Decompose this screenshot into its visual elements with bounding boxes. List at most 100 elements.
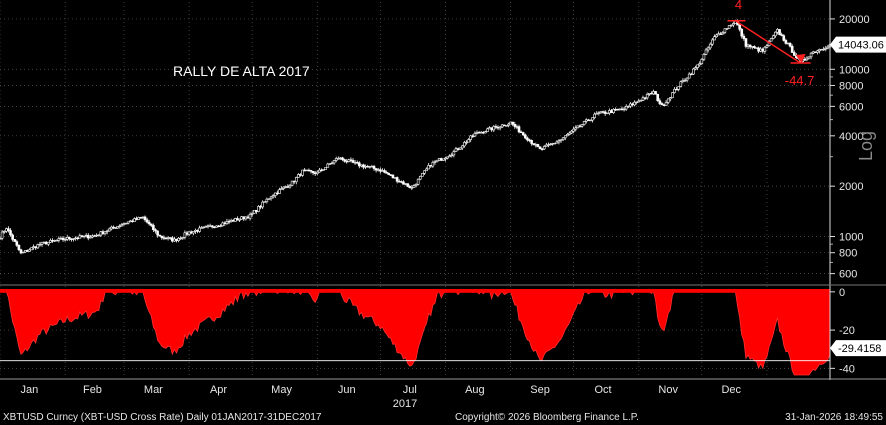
candle-body [110,226,113,230]
candle-body [345,160,349,163]
candle-body [168,237,172,239]
candle-body [263,201,267,203]
candle-body [769,38,773,42]
candle-body [358,162,361,167]
candle-body [210,225,214,228]
candle-body [322,169,325,171]
candle-body [265,198,269,202]
month-label: Jan [21,384,39,396]
candle-body [469,135,472,140]
candle-body [183,232,187,238]
candle-body [629,103,632,107]
candle-body [116,225,119,229]
candle-body [349,159,353,161]
candle-body [681,80,685,82]
candle-body [635,101,638,104]
candle-body [175,238,178,241]
candle-body [673,88,676,93]
candle-body [547,144,550,146]
candle-body [133,218,136,222]
candle-body [488,127,491,130]
candle-body [614,109,617,111]
candle-body [370,166,374,168]
candle-body [652,91,655,95]
candle-body [337,158,340,160]
candle-body [246,216,250,219]
candle-body [780,34,783,36]
candle-body [135,218,138,220]
candle-body [753,46,756,48]
candle-body [463,142,466,147]
candle-body [372,166,376,169]
candle-body [696,64,699,68]
candle-body [553,142,557,145]
candle-body [294,177,298,183]
candle-body [637,100,641,103]
candle-body [290,180,294,186]
candle-body [238,218,241,221]
candle-body [500,124,504,128]
candle-body [112,226,115,229]
candle-body [427,165,430,170]
candle-body [750,46,754,48]
candle-body [223,222,227,225]
candle-body [387,173,391,176]
candle-body [589,119,592,122]
candle-body [34,246,38,249]
candle-body [219,225,222,227]
candle-body [624,105,628,110]
candle-body [240,216,243,220]
candle-body [381,170,384,172]
candle-body [412,185,416,188]
candle-body [13,239,17,242]
candle-body [198,227,201,232]
footer-left: XBTUSD Curncy (XBT-USD Cross Rate) Daily… [3,412,322,423]
candle-body [313,172,317,174]
candle-body [330,162,334,165]
candle-body [605,112,609,115]
candle-body [524,134,527,139]
candle-body [17,244,21,251]
candle-body [509,121,512,125]
candle-body [757,47,760,52]
candle-body [257,206,260,212]
candle-body [368,166,372,168]
candle-body [559,139,563,141]
candle-body [187,231,191,235]
candle-body [301,169,304,176]
candle-body [570,130,573,134]
candle-body [347,159,351,162]
log-scale-label: Log [856,131,876,161]
candle-body [460,145,464,149]
candle-body [687,73,691,79]
candle-body [332,160,336,164]
candle-body [435,159,439,163]
candle-body [713,36,716,41]
candle-body [580,124,584,127]
candle-body [408,186,412,189]
candle-body [784,40,788,44]
candle-body [603,111,607,114]
value-box-label: -29.4158 [838,343,881,355]
candle-body [40,241,44,245]
candle-body [139,217,143,219]
candle-body [80,235,84,238]
candle-body [578,125,582,127]
candle-body [746,44,750,47]
candle-body [221,222,225,227]
candle-body [519,131,523,134]
candle-body [82,235,86,238]
candle-body [566,134,569,137]
candle-body [612,109,615,113]
candle-body [471,135,475,137]
candle-body [286,186,290,188]
candle-body [189,231,193,234]
price-tick-label: 20000 [839,14,870,26]
candle-body [423,170,426,174]
candle-body [454,148,458,152]
candle-body [816,50,819,53]
candle-body [498,126,502,129]
candle-body [742,35,746,39]
candle-body [479,132,483,134]
candle-body [95,234,98,237]
